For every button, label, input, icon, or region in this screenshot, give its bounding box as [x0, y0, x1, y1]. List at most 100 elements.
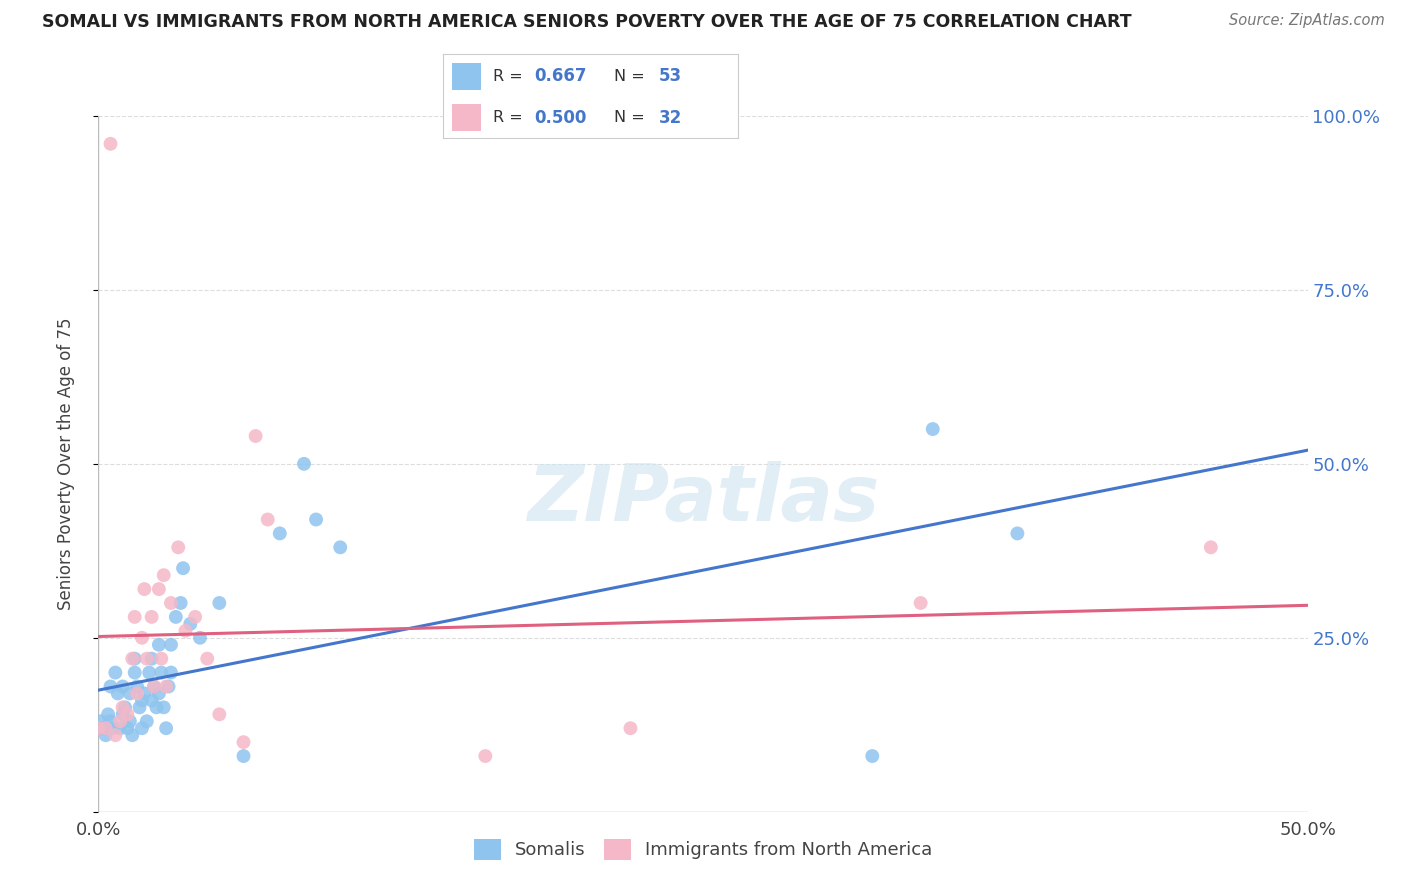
Point [141, 610, 163, 624]
Point [118, 714, 141, 729]
Point [91, 721, 114, 735]
Point [910, 596, 932, 610]
Point [143, 680, 166, 694]
Point [134, 686, 156, 700]
Point [87, 721, 110, 735]
Point [111, 700, 134, 714]
Point [148, 582, 170, 596]
Point [150, 651, 173, 665]
Text: N =: N = [614, 111, 650, 126]
Point [474, 749, 496, 764]
Point [269, 526, 291, 541]
Point [195, 651, 218, 665]
Point [160, 665, 183, 680]
Point [97, 707, 120, 722]
Point [87, 721, 110, 735]
Text: R =: R = [494, 69, 529, 84]
Point [155, 680, 177, 694]
Point [188, 631, 211, 645]
Point [131, 721, 153, 735]
Point [292, 457, 315, 471]
Point [179, 616, 201, 631]
Point [160, 638, 183, 652]
Bar [451, 62, 481, 90]
Bar [451, 104, 481, 131]
Point [135, 714, 157, 729]
Point [148, 638, 170, 652]
Text: 0.500: 0.500 [534, 109, 586, 127]
Text: 32: 32 [658, 109, 682, 127]
Point [131, 631, 153, 645]
Point [94, 728, 117, 742]
Point [100, 136, 122, 151]
Point [100, 680, 122, 694]
Point [114, 700, 136, 714]
Point [111, 707, 134, 722]
Point [256, 512, 278, 526]
Point [121, 728, 143, 742]
Point [145, 700, 167, 714]
Point [124, 651, 146, 665]
Point [128, 700, 150, 714]
Text: 0.667: 0.667 [534, 68, 586, 86]
Text: N =: N = [614, 69, 650, 84]
Point [921, 422, 943, 436]
Point [329, 541, 352, 555]
Point [174, 624, 197, 638]
Y-axis label: Seniors Poverty Over the Age of 75: Seniors Poverty Over the Age of 75 [56, 318, 75, 610]
Point [108, 721, 131, 735]
Point [111, 680, 134, 694]
Point [100, 714, 122, 729]
Text: 53: 53 [658, 68, 682, 86]
Point [124, 665, 146, 680]
Point [619, 721, 641, 735]
Point [141, 651, 163, 665]
Point [152, 700, 174, 714]
Text: R =: R = [494, 111, 529, 126]
Point [184, 610, 207, 624]
Point [232, 735, 254, 749]
Point [117, 721, 139, 735]
Point [134, 582, 156, 596]
Point [1007, 526, 1029, 541]
Legend: Somalis, Immigrants from North America: Somalis, Immigrants from North America [464, 830, 942, 869]
Point [245, 429, 267, 443]
Point [107, 686, 129, 700]
Point [127, 686, 149, 700]
Point [135, 651, 157, 665]
Point [860, 749, 883, 764]
Point [90, 714, 112, 729]
Point [124, 610, 146, 624]
Point [305, 512, 328, 526]
Point [94, 721, 117, 735]
Point [101, 721, 124, 735]
Point [131, 693, 153, 707]
Point [141, 693, 163, 707]
Point [150, 665, 173, 680]
Point [104, 665, 127, 680]
Point [121, 651, 143, 665]
Point [152, 568, 174, 582]
Point [127, 680, 149, 694]
Point [232, 749, 254, 764]
Point [143, 680, 166, 694]
Point [160, 596, 183, 610]
Point [169, 596, 191, 610]
Point [104, 728, 127, 742]
Point [172, 561, 194, 575]
Point [108, 714, 131, 729]
Point [117, 707, 139, 722]
Point [157, 680, 180, 694]
Text: Source: ZipAtlas.com: Source: ZipAtlas.com [1229, 13, 1385, 29]
Point [208, 707, 231, 722]
Text: SOMALI VS IMMIGRANTS FROM NORTH AMERICA SENIORS POVERTY OVER THE AGE OF 75 CORRE: SOMALI VS IMMIGRANTS FROM NORTH AMERICA … [42, 13, 1132, 31]
Point [138, 665, 160, 680]
Point [167, 541, 190, 555]
Point [148, 686, 170, 700]
Text: ZIPatlas: ZIPatlas [527, 460, 879, 537]
Point [118, 686, 141, 700]
Point [155, 721, 177, 735]
Point [165, 610, 187, 624]
Point [208, 596, 231, 610]
Point [1199, 541, 1222, 555]
